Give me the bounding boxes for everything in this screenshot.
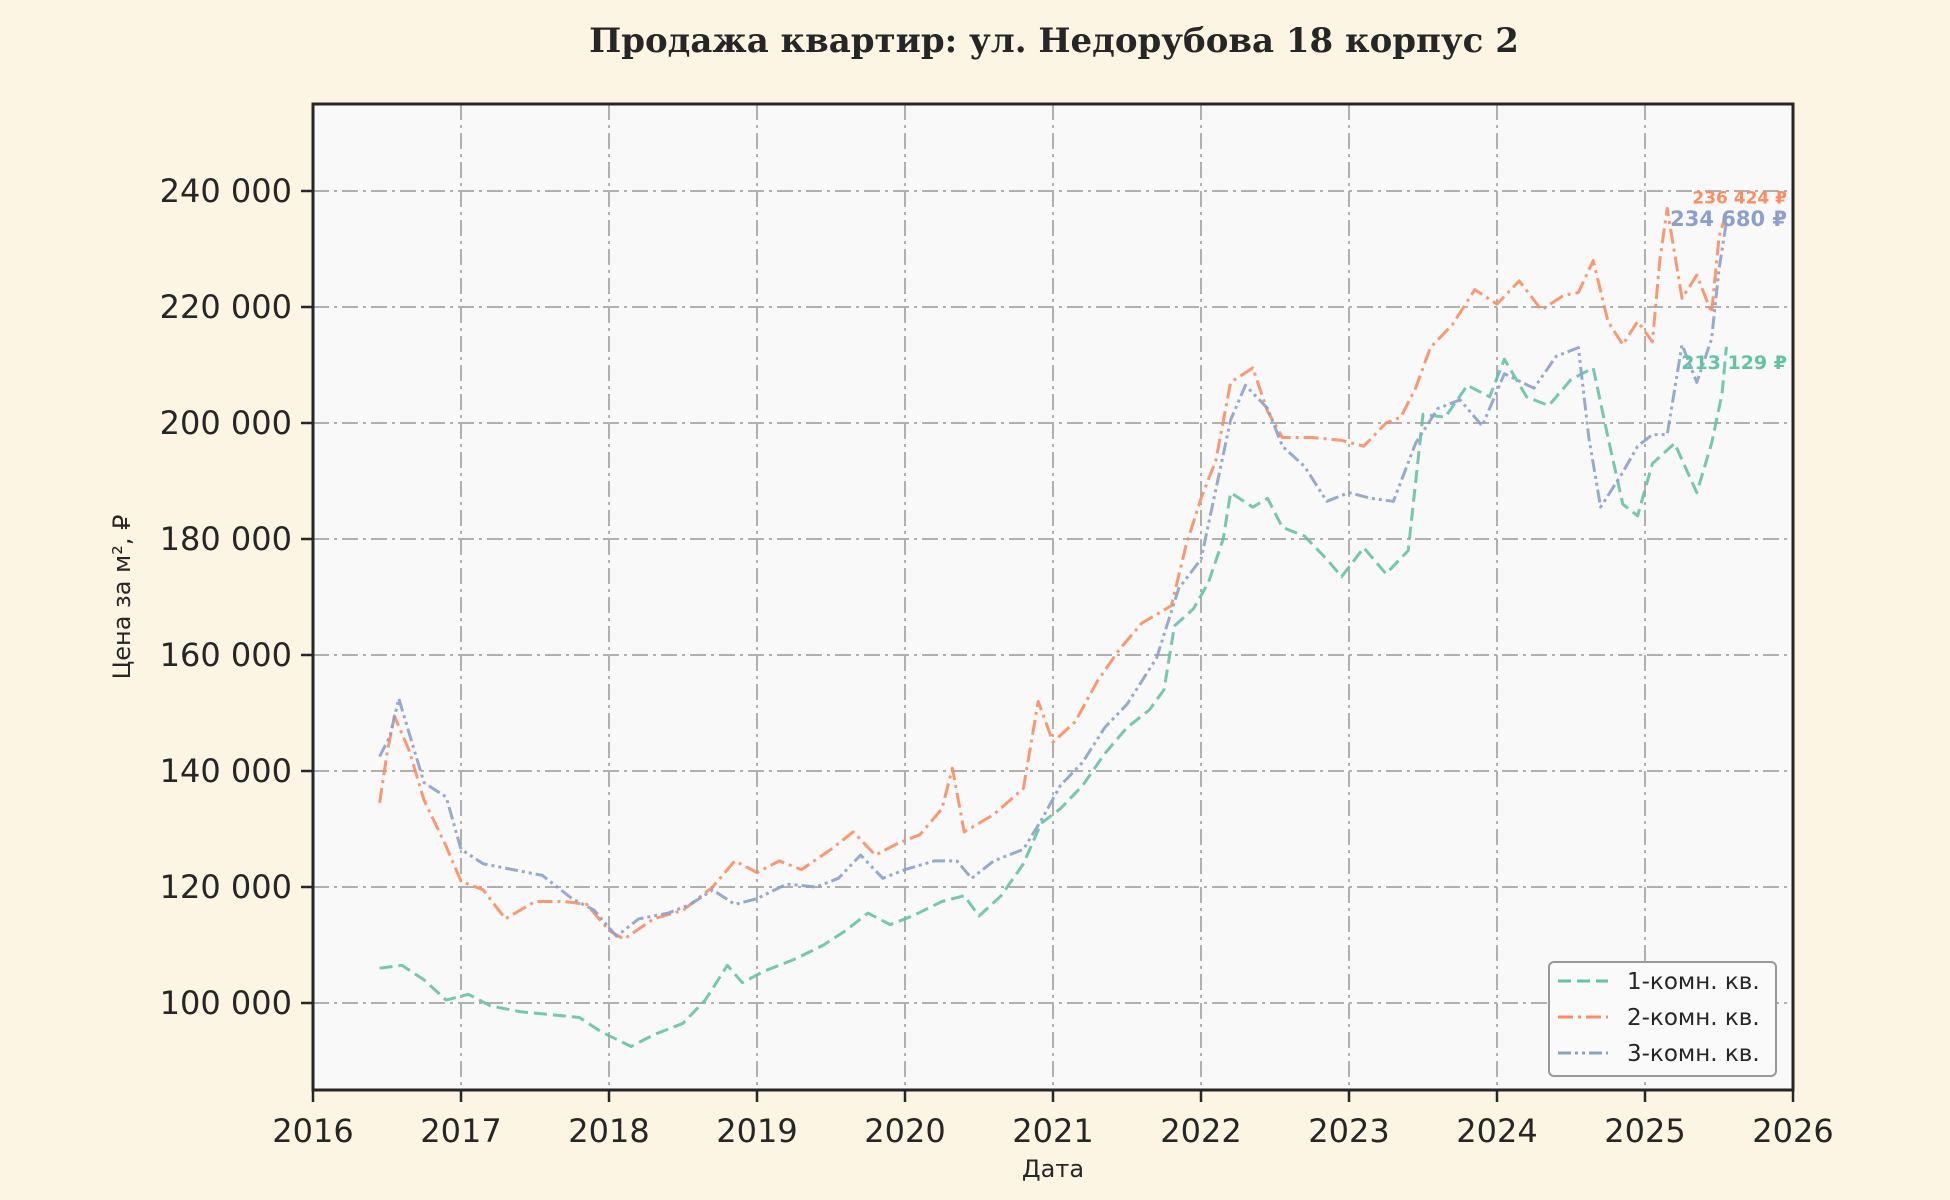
x-tick-label: 2023: [1308, 1112, 1389, 1150]
x-tick-label: 2017: [420, 1112, 501, 1150]
end-value-label-1: 213 129 ₽: [1681, 352, 1787, 374]
series-line-3: [378, 221, 1728, 938]
x-axis: 2016 2017 2018 2019 2020 2021 2022 2023 2024 2025…: [272, 1090, 1834, 1150]
legend: 1-комн. кв. 2-комн. кв. 3-комн. кв.: [1548, 961, 1777, 1077]
end-labels: 213 129 ₽ 236 424 ₽234 680 ₽: [1670, 189, 1787, 374]
y-tick-label: 220 000: [160, 288, 292, 326]
y-tick-label: 160 000: [160, 636, 292, 674]
x-tick-label: 2022: [1160, 1112, 1241, 1150]
y-tick-label: 100 000: [160, 984, 292, 1022]
x-tick-label: 2018: [568, 1112, 649, 1150]
series-line-1: [379, 346, 1728, 1048]
legend-label-2: 2-комн. кв.: [1627, 1005, 1760, 1031]
y-axis-label: Цена за м², ₽: [108, 515, 136, 680]
x-tick-label: 2026: [1752, 1112, 1833, 1150]
y-tick-label: 140 000: [160, 752, 292, 790]
chart-title: Продажа квартир: ул. Недорубова 18 корпу…: [589, 21, 1519, 61]
x-tick-label: 2019: [716, 1112, 797, 1150]
legend-box: [1548, 961, 1777, 1077]
x-axis-label: Дата: [1022, 1155, 1084, 1183]
x-tick-label: 2024: [1456, 1112, 1537, 1150]
end-value-label-3: 234 680 ₽: [1670, 207, 1787, 231]
y-tick-label: 180 000: [160, 520, 292, 558]
y-tick-label: 240 000: [160, 172, 292, 210]
x-tick-label: 2025: [1604, 1112, 1685, 1150]
x-tick-label: 2021: [1012, 1112, 1093, 1150]
x-tick-label: 2016: [272, 1112, 353, 1150]
x-tick-label: 2020: [864, 1112, 945, 1150]
y-tick-label: 120 000: [160, 868, 292, 906]
legend-label-3: 3-комн. кв.: [1627, 1041, 1760, 1067]
end-value-label-2: 236 424 ₽: [1692, 189, 1787, 209]
y-axis: 100 000 120 000 140 000 160 000 180 000 200 0…: [160, 172, 313, 1022]
y-tick-label: 200 000: [160, 404, 292, 442]
legend-label-1: 1-комн. кв.: [1627, 969, 1760, 995]
series-layer: [378, 206, 1728, 1048]
series-line-2: [378, 206, 1728, 941]
